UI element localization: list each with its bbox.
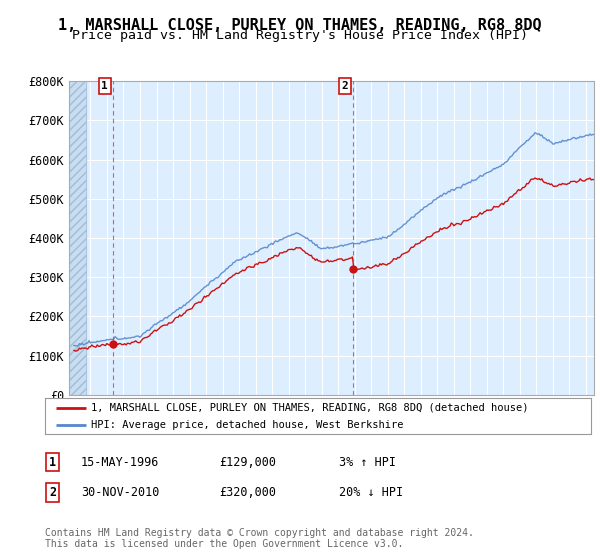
Text: 15-MAY-1996: 15-MAY-1996 <box>81 455 160 469</box>
Text: 1: 1 <box>101 81 108 91</box>
Text: 1, MARSHALL CLOSE, PURLEY ON THAMES, READING, RG8 8DQ (detached house): 1, MARSHALL CLOSE, PURLEY ON THAMES, REA… <box>91 403 529 413</box>
Text: 1, MARSHALL CLOSE, PURLEY ON THAMES, READING, RG8 8DQ: 1, MARSHALL CLOSE, PURLEY ON THAMES, REA… <box>58 18 542 33</box>
Bar <box>69 81 86 395</box>
Text: 20% ↓ HPI: 20% ↓ HPI <box>339 486 403 500</box>
Text: 2: 2 <box>49 486 56 500</box>
Text: Price paid vs. HM Land Registry's House Price Index (HPI): Price paid vs. HM Land Registry's House … <box>72 29 528 42</box>
Bar <box>69 81 86 395</box>
Text: £320,000: £320,000 <box>219 486 276 500</box>
Text: 1: 1 <box>49 455 56 469</box>
Text: Contains HM Land Registry data © Crown copyright and database right 2024.
This d: Contains HM Land Registry data © Crown c… <box>45 528 474 549</box>
Text: 3% ↑ HPI: 3% ↑ HPI <box>339 455 396 469</box>
Text: HPI: Average price, detached house, West Berkshire: HPI: Average price, detached house, West… <box>91 420 404 430</box>
Text: 30-NOV-2010: 30-NOV-2010 <box>81 486 160 500</box>
Text: £129,000: £129,000 <box>219 455 276 469</box>
Text: 2: 2 <box>341 81 349 91</box>
